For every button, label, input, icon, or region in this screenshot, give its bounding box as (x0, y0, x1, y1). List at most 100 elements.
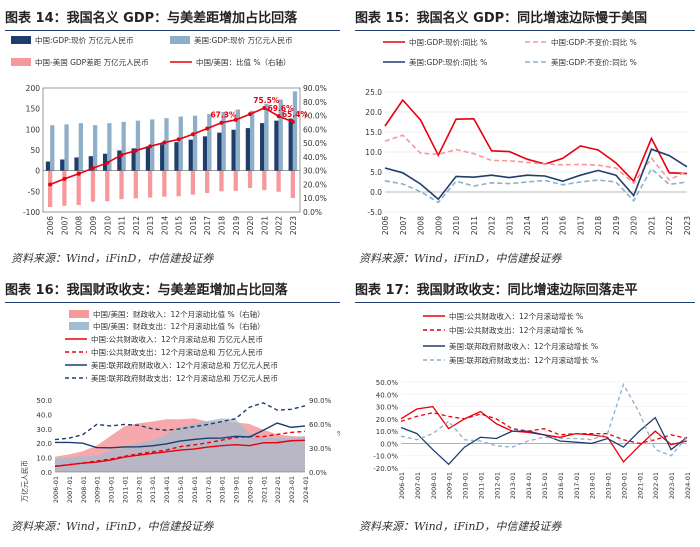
y2-tick-label: 0.0% (309, 469, 327, 477)
x-tick-label: 2015 (175, 216, 184, 235)
x-tick-label: 2022 (275, 216, 284, 235)
chart-title: 图表 16：我国财政收支：与美差距增加占比回落 (5, 280, 340, 303)
y2-tick-label: 90.0% (303, 84, 327, 93)
bar-us-gdp (50, 125, 55, 171)
x-tick-label: 2013 (505, 216, 514, 235)
x-tick-label: 2017-01 (573, 472, 581, 499)
x-tick-label: 2024-01 (684, 472, 692, 499)
x-tick-label: 2021-01 (636, 472, 644, 499)
y2-tick-label: 40.0% (303, 153, 327, 162)
bar-china-gdp (60, 159, 65, 171)
x-tick-label: 2018 (217, 216, 226, 235)
x-tick-label: 2023 (683, 216, 692, 235)
x-tick-label: 2015-01 (177, 476, 185, 503)
x-tick-label: 2021 (260, 216, 269, 235)
bar-china-gdp (102, 153, 108, 171)
series-line-5 (54, 402, 306, 441)
legend-label-2: 美国:联邦政府财政收入：12个月滚动增长 % (449, 341, 598, 351)
x-tick-label: 2019-01 (233, 476, 241, 503)
y-tick-label: 100 (26, 125, 41, 134)
chart-title: 图表 15：我国名义 GDP：同比增速边际慢于美国 (355, 8, 695, 31)
x-tick-label: 2009 (434, 216, 443, 235)
x-tick-label: 2009-01 (94, 476, 102, 503)
x-tick-label: 2010 (103, 216, 112, 235)
y2-tick-label: 60.0% (303, 125, 327, 134)
y-tick-label: 0 (35, 167, 40, 176)
y2-tick-label: 70.0% (303, 112, 327, 121)
y2-axis-title: % (337, 430, 340, 438)
bar-china-gdp (260, 123, 265, 171)
data-label: 65.4% (282, 110, 309, 119)
x-tick-label: 2014 (523, 216, 532, 235)
x-tick-label: 2016-01 (557, 472, 565, 499)
series-line-ratio (49, 107, 294, 186)
source-note: 资料来源：Wind，iFinD，中信建投证券 (11, 520, 214, 533)
data-label: 67.3% (210, 111, 237, 120)
legend-swatch-1 (69, 322, 89, 330)
y-axis-title: 万亿元人民币 (20, 460, 29, 502)
x-tick-label: 2017 (203, 216, 212, 235)
data-label: 75.5% (253, 96, 280, 105)
y2-tick-label: 80.0% (303, 98, 327, 107)
x-tick-label: 2014-01 (525, 472, 533, 499)
x-tick-label: 2014 (160, 216, 169, 235)
legend-label-3: 美国:联邦政府财政支出：12个月滚动增长 % (449, 355, 598, 365)
x-tick-label: 2016 (559, 216, 568, 235)
ratio-point (176, 137, 181, 142)
bar-us-gdp (164, 118, 169, 171)
bar-china-gdp (202, 136, 208, 171)
x-tick-label: 2007 (399, 216, 408, 235)
x-tick-label: 2023 (289, 216, 298, 235)
y-tick-label: -10.0% (373, 453, 398, 461)
y2-tick-label: 10.0% (303, 194, 327, 203)
bar-gdp-gap (162, 170, 167, 197)
ratio-point (76, 171, 81, 176)
legend-label-1: 中国:GDP:不变价:同比 % (551, 37, 637, 47)
bar-gdp-gap (90, 170, 96, 202)
chart-gdp-gap: -100 -50 0 50 100 150 200 0.0% 10.0% 20.0% 30.0% 40… (11, 35, 327, 235)
bar-gdp-gap (62, 170, 67, 206)
bar-gdp-gap (76, 170, 81, 205)
x-tick-label: 2009 (89, 216, 98, 235)
bar-china-gdp (288, 118, 293, 171)
x-tick-label: 2006 (381, 216, 390, 235)
legend-label-0: 中国:GDP:现价:同比 % (409, 37, 487, 47)
x-tick-label: 2007 (60, 216, 69, 235)
y-tick-label: 50.0 (36, 397, 52, 405)
bar-us-gdp (278, 99, 283, 171)
legend-label-0: 中国/美国：财政收入：12个月滚动比值 %（右轴） (93, 309, 265, 319)
series-line-4 (55, 422, 306, 449)
x-tick-label: 2020-01 (246, 476, 254, 503)
source-note: 资料来源：Wind，iFinD，中信建投证券 (359, 520, 562, 533)
x-tick-label: 2024-01 (302, 476, 310, 503)
bar-gdp-gap (233, 170, 238, 191)
y2-tick-label: 30.0% (309, 445, 332, 453)
y-tick-label: 20.0 (365, 108, 382, 117)
plot-frame (42, 87, 301, 213)
chart-title: 图表 17：我国财政收支：同比增速边际回落走平 (355, 280, 695, 303)
x-tick-label: 2012-01 (493, 472, 501, 499)
bar-china-gdp (160, 144, 165, 171)
y2-tick-label: 30.0% (303, 167, 327, 176)
y-tick-label: 10.0% (376, 428, 399, 436)
series-line-2 (400, 416, 688, 466)
bar-us-gdp (235, 109, 241, 171)
x-tick-label: 2019-01 (605, 472, 613, 499)
x-tick-label: 2007-01 (414, 472, 422, 499)
x-tick-label: 2006-01 (52, 476, 60, 503)
x-tick-label: 2021 (647, 216, 656, 235)
bar-china-gdp (45, 161, 51, 171)
bar-gdp-gap (219, 170, 224, 192)
x-tick-label: 2011-01 (121, 476, 129, 503)
x-tick-label: 2017 (576, 216, 585, 235)
bar-gdp-gap (276, 170, 281, 192)
legend-label-0: 中国:公共财政收入：12个月滚动增长 % (449, 311, 583, 321)
legend-swatch-2 (11, 58, 31, 66)
legend-swatch-0 (11, 36, 31, 44)
y-tick-label: 200 (26, 84, 41, 93)
ratio-point (90, 166, 95, 171)
bar-us-gdp (78, 123, 83, 171)
bar-china-gdp (245, 128, 251, 171)
legend-swatch-0 (69, 310, 89, 318)
x-tick-label: 2007-01 (66, 476, 74, 503)
